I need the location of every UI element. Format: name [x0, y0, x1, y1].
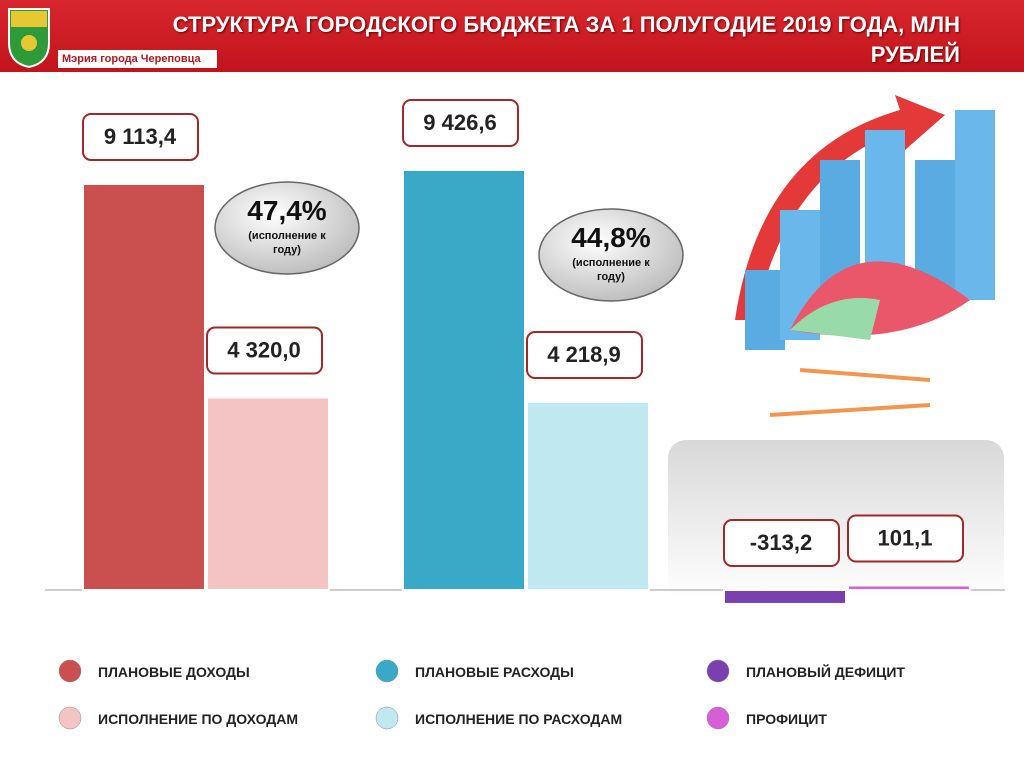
- value-label-box: [723, 519, 840, 567]
- bar: [402, 169, 526, 591]
- header: Мэрия города Череповца СТРУКТУРА ГОРОДСК…: [0, 0, 1024, 72]
- value-label: 4 320,0: [227, 338, 300, 363]
- annotation-note: (исполнение к году): [248, 230, 326, 256]
- legend-marker: [706, 659, 730, 683]
- annotation-note-box: (исполнение к году): [572, 257, 650, 283]
- value-label-box: [847, 514, 964, 563]
- legend-marker: [706, 706, 730, 730]
- legend-label: ПРОФИЦИТ: [746, 711, 827, 727]
- legend-label: ПЛАНОВЫЕ ДОХОДЫ: [98, 664, 250, 680]
- value-label: 101,1: [877, 525, 932, 550]
- annotation-oval: [538, 208, 684, 302]
- logo: [8, 8, 50, 69]
- annotation-oval: [214, 181, 360, 275]
- value-label: 4 218,9: [547, 342, 620, 367]
- legend-label: ИСПОЛНЕНИЕ ПО ДОХОДАМ: [98, 711, 298, 727]
- value-label: 9 426,6: [423, 110, 496, 135]
- organization: Мэрия города Череповца: [58, 50, 217, 68]
- value-label: -313,2: [750, 530, 812, 555]
- legend-marker: [58, 659, 82, 683]
- bar: [82, 182, 206, 591]
- decorative-graphic: [735, 95, 995, 417]
- bar: [847, 584, 971, 591]
- legend-marker: [375, 706, 399, 730]
- value-label-box: [82, 112, 199, 161]
- annotation-value: 44,8%: [571, 222, 650, 253]
- bar: [723, 589, 847, 605]
- value-label-box: [526, 331, 643, 380]
- legend-label: ИСПОЛНЕНИЕ ПО РАСХОДАМ: [415, 711, 622, 727]
- value-label-box: [206, 326, 323, 375]
- chart-title: СТРУКТУРА ГОРОДСКОГО БЮДЖЕТА ЗА 1 ПОЛУГО…: [172, 12, 960, 67]
- legend-marker: [58, 706, 82, 730]
- bar: [206, 396, 330, 591]
- annotation-value: 47,4%: [247, 195, 326, 226]
- legend-label: ПЛАНОВЫЕ РАСХОДЫ: [415, 664, 574, 680]
- bar: [526, 401, 650, 592]
- annotation-note: (исполнение к году): [572, 257, 650, 283]
- annotation-note-box: (исполнение к году): [248, 230, 326, 256]
- value-label-box: [402, 99, 519, 147]
- legend-marker: [375, 659, 399, 683]
- legend-label: ПЛАНОВЫЙ ДЕФИЦИТ: [746, 663, 905, 680]
- value-label: 9 113,4: [104, 124, 177, 149]
